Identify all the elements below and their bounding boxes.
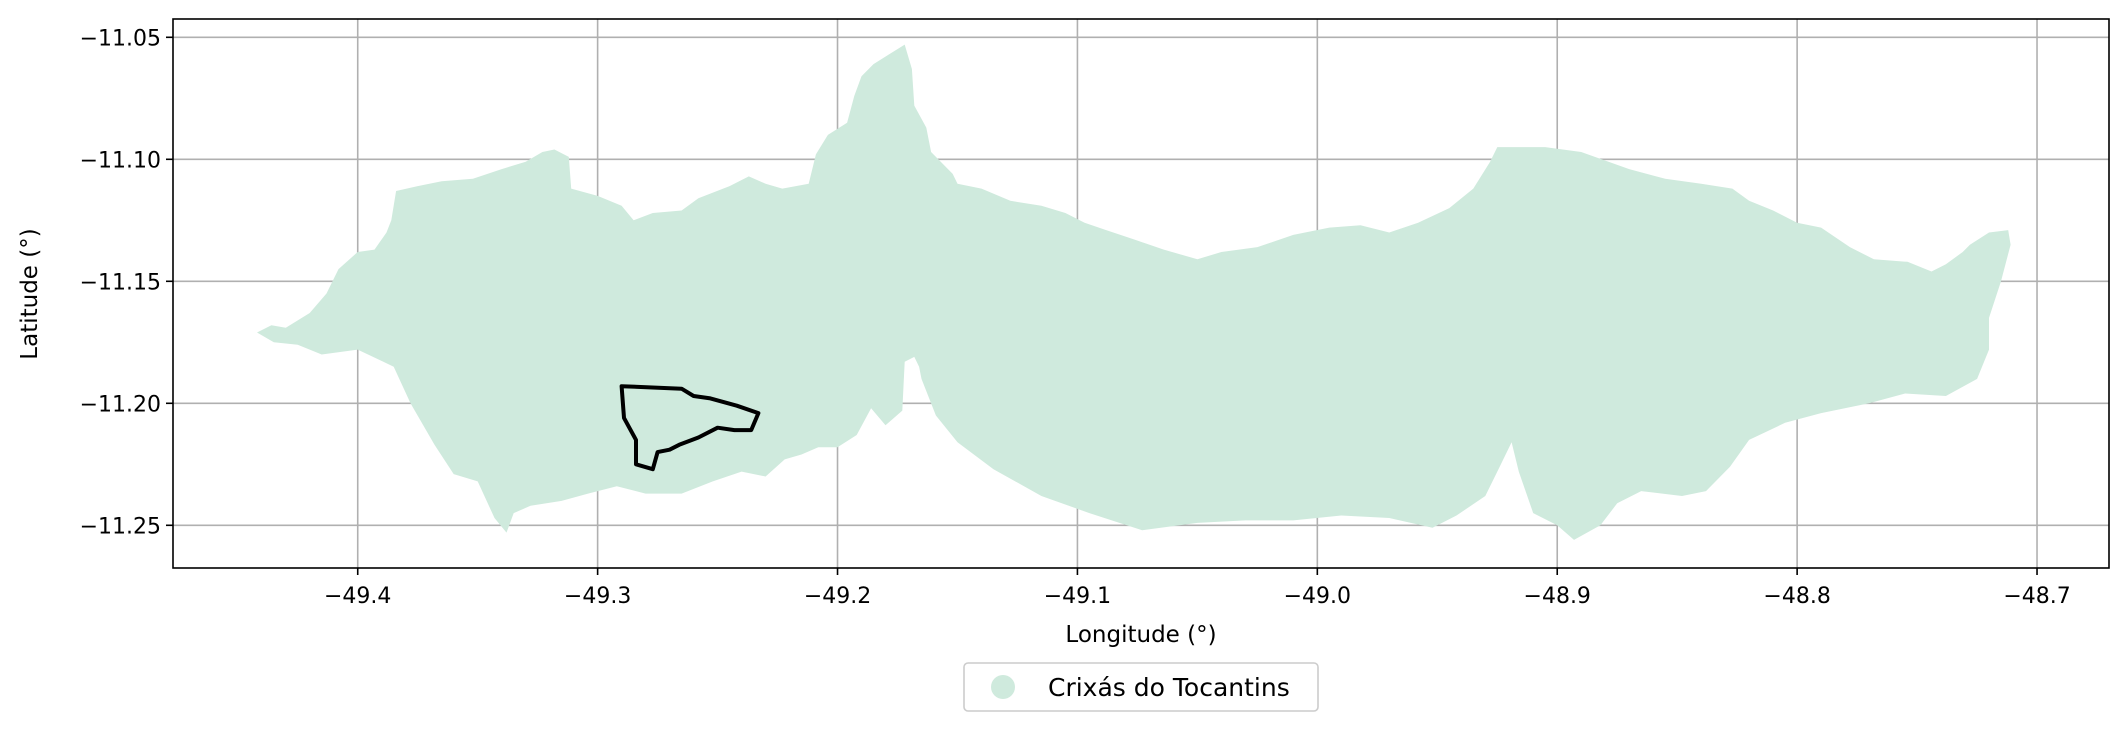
x-tick-label: −48.8 xyxy=(1763,584,1830,609)
x-axis-title: Longitude (°) xyxy=(1065,622,1216,648)
y-tick-label: −11.10 xyxy=(80,148,161,173)
x-tick-label: −49.0 xyxy=(1284,584,1351,609)
y-tick-label: −11.05 xyxy=(80,26,161,51)
y-axis-title: Latitude (°) xyxy=(17,228,43,359)
legend-box xyxy=(963,662,1319,712)
legend-swatch-marker xyxy=(991,675,1015,699)
region-crixas-do-tocantins xyxy=(257,44,2011,540)
y-tick-label: −11.20 xyxy=(80,392,161,417)
x-tick-label: −49.2 xyxy=(804,584,871,609)
x-tick-label: −49.1 xyxy=(1044,584,1111,609)
y-tick-label: −11.25 xyxy=(80,514,161,539)
legend-entry-label: Crixás do Tocantins xyxy=(1048,673,1290,702)
y-axis-ticks: −11.05 −11.10 −11.15 −11.20 −11.25 xyxy=(80,26,173,539)
x-tick-label: −48.7 xyxy=(2003,584,2070,609)
x-tick-label: −48.9 xyxy=(1524,584,1591,609)
x-tick-label: −49.3 xyxy=(564,584,631,609)
y-tick-label: −11.15 xyxy=(80,270,161,295)
highlight-outline xyxy=(619,384,761,472)
x-axis-ticks: −49.4 −49.3 −49.2 −49.1 −49.0 −48.9 −48.8 −48.7 xyxy=(324,568,2071,609)
plot-area-frame xyxy=(172,18,2110,569)
x-tick-label: −49.4 xyxy=(324,584,391,609)
legend: Crixás do Tocantins xyxy=(963,662,1319,712)
